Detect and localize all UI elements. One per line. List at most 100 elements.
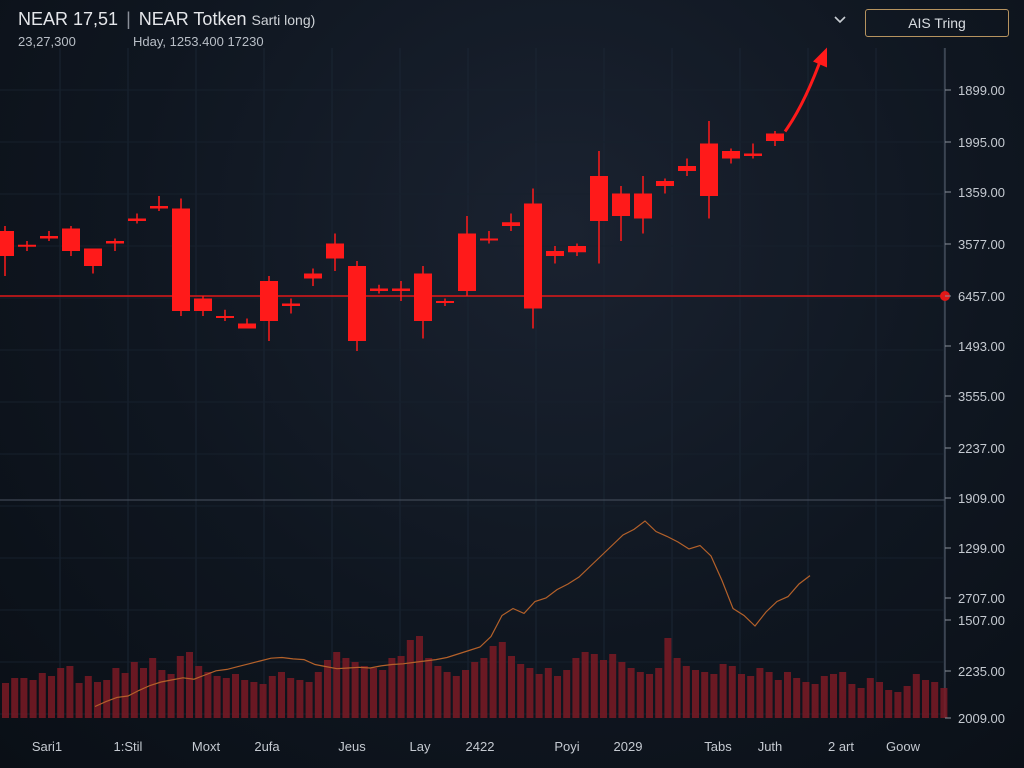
volume-bar	[673, 658, 681, 718]
candle-body	[238, 323, 256, 329]
candle-body	[260, 281, 278, 321]
indicator-line	[94, 520, 811, 708]
candle-body	[480, 238, 498, 241]
volume-bar	[241, 680, 249, 718]
volume-bar	[912, 674, 920, 718]
volume-bar	[802, 682, 810, 718]
volume-bar	[508, 656, 515, 718]
time-axis-label: Poyi	[554, 739, 579, 754]
time-axis-label: 2029	[614, 739, 643, 754]
candle-body	[392, 288, 410, 291]
volume-bar	[296, 680, 304, 718]
volume-bar	[360, 666, 368, 718]
volume-bar	[342, 658, 350, 718]
volume-bar	[38, 673, 46, 718]
volume-bar	[333, 652, 341, 718]
volume-bar	[572, 658, 580, 718]
volume-bar	[655, 668, 663, 718]
chart-header: NEAR 17,51 | NEAR Totken Sarti long) 23,27…	[0, 0, 1024, 50]
sub-info-right: Hday, 1253.400 17230	[133, 34, 264, 49]
volume-bar	[839, 672, 847, 718]
volume-bar	[866, 678, 874, 718]
candle-body	[348, 266, 366, 341]
trend-arrow-line	[783, 52, 825, 133]
candle-body	[568, 246, 586, 253]
candle-body	[18, 244, 36, 247]
volume-bar	[784, 672, 791, 718]
volume-bar	[29, 680, 37, 718]
price-axis-label: 6457.00	[958, 289, 1005, 304]
volume-bar	[747, 676, 755, 718]
volume-bar	[268, 676, 276, 718]
volume-bar	[636, 672, 644, 718]
candle-body	[744, 153, 762, 156]
instrument-name: NEAR Totken	[138, 9, 247, 29]
volume-bar	[756, 668, 764, 718]
candle-body	[216, 316, 234, 318]
volume-bar	[452, 676, 460, 718]
volume-bar	[75, 683, 83, 718]
candle-body	[62, 228, 80, 251]
volume-bar	[351, 662, 359, 718]
volume-bar	[195, 666, 203, 718]
volume-bar	[48, 676, 55, 718]
volume-bar	[11, 678, 19, 718]
time-axis-label: 1:Stil	[114, 739, 143, 754]
volume-bar	[186, 652, 193, 718]
sub-info-left: 23,27,300	[18, 34, 76, 49]
volume-bar	[167, 674, 175, 718]
volume-bar	[581, 652, 589, 718]
volume-bar	[480, 658, 488, 718]
candle-body	[370, 288, 388, 291]
volume-bar	[84, 676, 92, 718]
volume-bar	[462, 670, 469, 718]
volume-bar	[692, 670, 699, 718]
volume-bar	[646, 674, 653, 718]
candle-body	[40, 236, 58, 239]
volume-bar	[489, 646, 497, 718]
volume-bar	[250, 682, 258, 718]
volume-bar	[811, 684, 819, 718]
volume-bar	[517, 664, 525, 718]
volume-bar	[259, 684, 267, 718]
lower-axis-label: 2009.00	[958, 711, 1005, 726]
volume-bar	[130, 662, 138, 718]
volume-bar	[682, 666, 690, 718]
volume-bar	[103, 680, 111, 718]
volume-bar	[149, 658, 157, 718]
trade-button[interactable]: AIS Tring	[865, 9, 1009, 37]
volume-bar	[314, 672, 322, 718]
lower-axis-label: 1299.00	[958, 541, 1005, 556]
volume-bar	[434, 666, 442, 718]
volume-bar	[158, 670, 166, 718]
candle-body	[524, 203, 542, 309]
lower-axis-label: 2235.00	[958, 664, 1005, 679]
volume-bar	[2, 683, 9, 718]
volume-bar	[324, 660, 331, 718]
volume-bar	[544, 668, 552, 718]
volume-bar	[57, 668, 65, 718]
time-axis-label: 2422	[466, 739, 495, 754]
volume-bar	[406, 640, 414, 718]
candle-body	[106, 241, 124, 244]
volume-bar	[388, 658, 396, 718]
volume-bar	[600, 660, 607, 718]
candle-body	[84, 248, 102, 266]
chevron-down-icon[interactable]	[832, 12, 848, 28]
volume-bar	[94, 682, 101, 718]
volume-bar	[876, 682, 883, 718]
candle-body	[0, 231, 14, 256]
volume-bar	[774, 680, 782, 718]
candle-body	[304, 273, 322, 279]
price-axis-label: 1493.00	[958, 339, 1005, 354]
volume-bar	[443, 672, 451, 718]
volume-bar	[20, 678, 28, 718]
candle-body	[502, 222, 520, 226]
candle-body	[194, 298, 212, 311]
volume-bar	[305, 682, 313, 718]
trend-arrow-icon	[813, 47, 827, 68]
candle-body	[590, 176, 608, 221]
volume-bar	[204, 672, 212, 718]
candle-body	[436, 301, 454, 303]
